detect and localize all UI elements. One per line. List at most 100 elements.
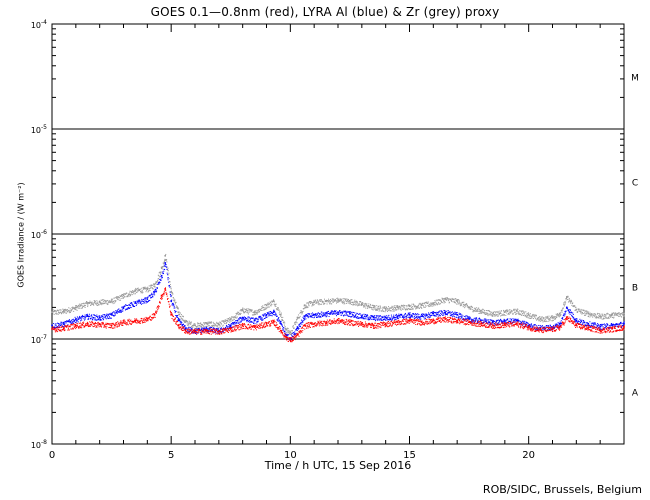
trace-dot bbox=[441, 310, 443, 312]
trace-dot bbox=[154, 290, 156, 292]
trace-dot bbox=[367, 307, 369, 309]
trace-dot bbox=[531, 325, 533, 327]
trace-dot bbox=[458, 300, 460, 302]
trace-dot bbox=[280, 323, 282, 325]
trace-dot bbox=[377, 308, 379, 310]
trace-dot bbox=[243, 317, 245, 319]
trace-dot bbox=[195, 328, 197, 330]
trace-dot bbox=[283, 321, 285, 323]
trace-dot bbox=[69, 308, 71, 310]
trace-dot bbox=[189, 327, 191, 329]
trace-dot bbox=[571, 303, 573, 305]
trace-dot bbox=[54, 326, 56, 328]
trace-dot bbox=[422, 314, 424, 316]
trace-dot bbox=[84, 323, 86, 325]
flare-class-label: C bbox=[632, 179, 638, 189]
trace-dot bbox=[146, 318, 148, 320]
trace-dot bbox=[436, 304, 438, 306]
trace-dot bbox=[52, 328, 53, 330]
trace-dot bbox=[171, 313, 173, 315]
trace-dot bbox=[94, 325, 96, 327]
trace-dot bbox=[393, 310, 395, 312]
trace-dot bbox=[268, 315, 270, 317]
trace-dot bbox=[122, 294, 124, 296]
trace-dot bbox=[173, 320, 175, 322]
trace-dot bbox=[471, 322, 473, 324]
trace-dot bbox=[204, 328, 206, 330]
trace-dot bbox=[488, 309, 490, 311]
trace-dot bbox=[312, 304, 314, 306]
trace-dot bbox=[186, 327, 188, 329]
trace-dot bbox=[150, 296, 152, 298]
trace-dot bbox=[173, 304, 175, 306]
trace-dot bbox=[203, 330, 205, 332]
trace-dot bbox=[127, 320, 129, 322]
trace-dot bbox=[151, 287, 153, 289]
trace-dot bbox=[91, 303, 93, 305]
trace-dot bbox=[182, 316, 184, 318]
trace-dot bbox=[591, 313, 593, 315]
trace-dot bbox=[118, 308, 120, 310]
trace-dot bbox=[180, 323, 182, 325]
trace-dot bbox=[501, 314, 503, 316]
trace-dot bbox=[74, 319, 76, 321]
trace-dot bbox=[159, 301, 161, 303]
trace-dot bbox=[108, 327, 110, 329]
trace-dot bbox=[227, 329, 229, 331]
trace-dot bbox=[515, 313, 517, 315]
trace-dot bbox=[75, 309, 77, 311]
trace-dot bbox=[397, 314, 399, 316]
trace-dot bbox=[521, 310, 523, 312]
trace-dot bbox=[140, 291, 142, 293]
trace-dot bbox=[323, 298, 325, 300]
trace-dot bbox=[329, 313, 331, 315]
trace-dot bbox=[170, 313, 172, 315]
trace-dot bbox=[136, 322, 138, 324]
trace-dot bbox=[608, 327, 610, 329]
trace-dot bbox=[208, 324, 210, 326]
trace-dot bbox=[604, 317, 606, 319]
trace-dot bbox=[408, 308, 410, 310]
trace-dot bbox=[81, 307, 83, 309]
trace-dot bbox=[507, 318, 509, 320]
trace-dot bbox=[86, 314, 88, 316]
trace-dot bbox=[555, 324, 557, 326]
trace-dot bbox=[578, 309, 580, 311]
trace-dot bbox=[57, 309, 59, 311]
trace-dot bbox=[262, 319, 264, 321]
trace-dot bbox=[403, 305, 405, 307]
trace-dot bbox=[286, 327, 288, 329]
trace-dot bbox=[605, 325, 607, 327]
trace-dot bbox=[183, 327, 185, 329]
trace-dot bbox=[305, 304, 307, 306]
trace-dot bbox=[379, 318, 381, 320]
trace-dot bbox=[336, 312, 338, 314]
trace-dot bbox=[105, 300, 107, 302]
trace-dot bbox=[156, 310, 158, 312]
trace-dot bbox=[79, 305, 81, 307]
trace-dot bbox=[562, 308, 564, 310]
trace-dot bbox=[155, 291, 157, 293]
trace-dot bbox=[134, 289, 136, 291]
trace-dot bbox=[467, 316, 469, 318]
trace-dot bbox=[188, 331, 190, 333]
trace-dot bbox=[59, 327, 61, 329]
trace-dot bbox=[340, 312, 342, 314]
trace-dot bbox=[68, 325, 70, 327]
trace-dot bbox=[194, 328, 196, 330]
data-point bbox=[253, 311, 256, 313]
trace-dot bbox=[616, 323, 618, 325]
trace-dot bbox=[226, 319, 228, 321]
trace-dot bbox=[492, 315, 494, 317]
trace-dot bbox=[567, 309, 569, 311]
trace-dot bbox=[239, 310, 241, 312]
trace-dot bbox=[281, 316, 283, 318]
trace-dot bbox=[273, 299, 275, 301]
trace-dot bbox=[94, 324, 96, 326]
trace-dot bbox=[284, 331, 286, 333]
trace-dot bbox=[347, 299, 349, 301]
trace-dot bbox=[563, 314, 565, 316]
trace-dot bbox=[72, 307, 74, 309]
trace-dot bbox=[603, 315, 605, 317]
trace-dot bbox=[592, 324, 594, 326]
